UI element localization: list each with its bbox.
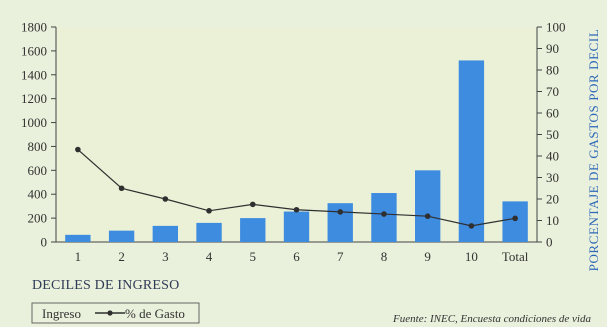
line-point	[206, 208, 212, 214]
right-tick-label: 30	[546, 170, 559, 185]
right-tick-label: 80	[546, 63, 559, 78]
x-tick-label: 4	[206, 249, 213, 264]
line-point	[337, 209, 344, 215]
x-tick-label: 8	[381, 249, 388, 264]
bar	[502, 201, 528, 242]
right-tick-label: 50	[546, 127, 559, 142]
right-tick-label: 70	[546, 84, 559, 99]
line-point	[381, 211, 387, 217]
bar	[152, 225, 178, 242]
tick-labels: 0 200 400 600 800 1000 1200 1400 1600 1800 0 10 20 30…	[21, 20, 566, 265]
x-axis-label: DECILES DE INGRESO	[32, 278, 179, 293]
left-tick-label: 1800	[21, 20, 47, 35]
x-tick-label: 5	[250, 249, 257, 264]
bar	[283, 211, 310, 242]
right-tick-label: 60	[546, 106, 559, 121]
legend: Ingreso % de Gasto	[31, 302, 200, 324]
source-note: Fuente: INEC, Encuesta condiciones de vi…	[392, 313, 591, 325]
legend-marker-symbol	[107, 310, 113, 316]
line-point	[249, 201, 256, 208]
x-tick-label: 2	[118, 249, 125, 264]
legend-entry-gasto: % de Gasto	[125, 306, 185, 321]
left-tick-label: 1200	[21, 91, 47, 106]
line-point	[424, 213, 431, 219]
left-tick-label: 800	[28, 139, 48, 154]
legend-entry-ingreso: Ingreso	[42, 306, 81, 321]
right-tick-label: 100	[546, 20, 566, 35]
left-tick-label: 200	[28, 211, 48, 226]
x-tick-label: 7	[337, 249, 344, 264]
right-axis-label: PORCENTAJE DE GASTOS POR DECIL	[586, 29, 601, 272]
line-point	[293, 206, 300, 213]
bar	[327, 203, 353, 242]
x-tick-label: 6	[293, 249, 300, 264]
x-tick-label: 1	[75, 249, 82, 264]
bar	[240, 218, 266, 242]
bar	[415, 170, 441, 242]
bar	[65, 234, 91, 242]
line-point	[162, 196, 169, 202]
bar	[458, 60, 485, 242]
plot-area	[56, 27, 537, 242]
line-point	[512, 215, 518, 222]
right-tick-label: 10	[546, 213, 559, 228]
bar	[371, 193, 397, 242]
x-tick-label: 10	[465, 249, 478, 264]
left-tick-label: 400	[28, 187, 48, 202]
bar	[108, 230, 135, 242]
left-tick-label: 1400	[21, 67, 47, 82]
bar	[196, 222, 222, 242]
line-point	[75, 146, 81, 153]
right-tick-label: 20	[546, 192, 559, 207]
left-tick-label: 1600	[21, 43, 47, 58]
right-tick-label: 0	[546, 235, 553, 250]
left-tick-label: 600	[28, 163, 48, 178]
left-tick-label: 0	[41, 235, 48, 250]
axes	[51, 26, 542, 243]
bars	[65, 60, 528, 242]
x-tick-label: 3	[162, 249, 169, 264]
right-tick-label: 40	[546, 149, 559, 164]
line-series	[75, 146, 518, 229]
x-tick-label: Total	[502, 249, 529, 264]
right-tick-label: 90	[546, 41, 559, 56]
legend-box	[31, 302, 200, 324]
left-tick-label: 1000	[21, 115, 47, 130]
line-point	[118, 185, 125, 192]
x-tick-label: 9	[424, 249, 431, 264]
line-point	[468, 223, 475, 229]
